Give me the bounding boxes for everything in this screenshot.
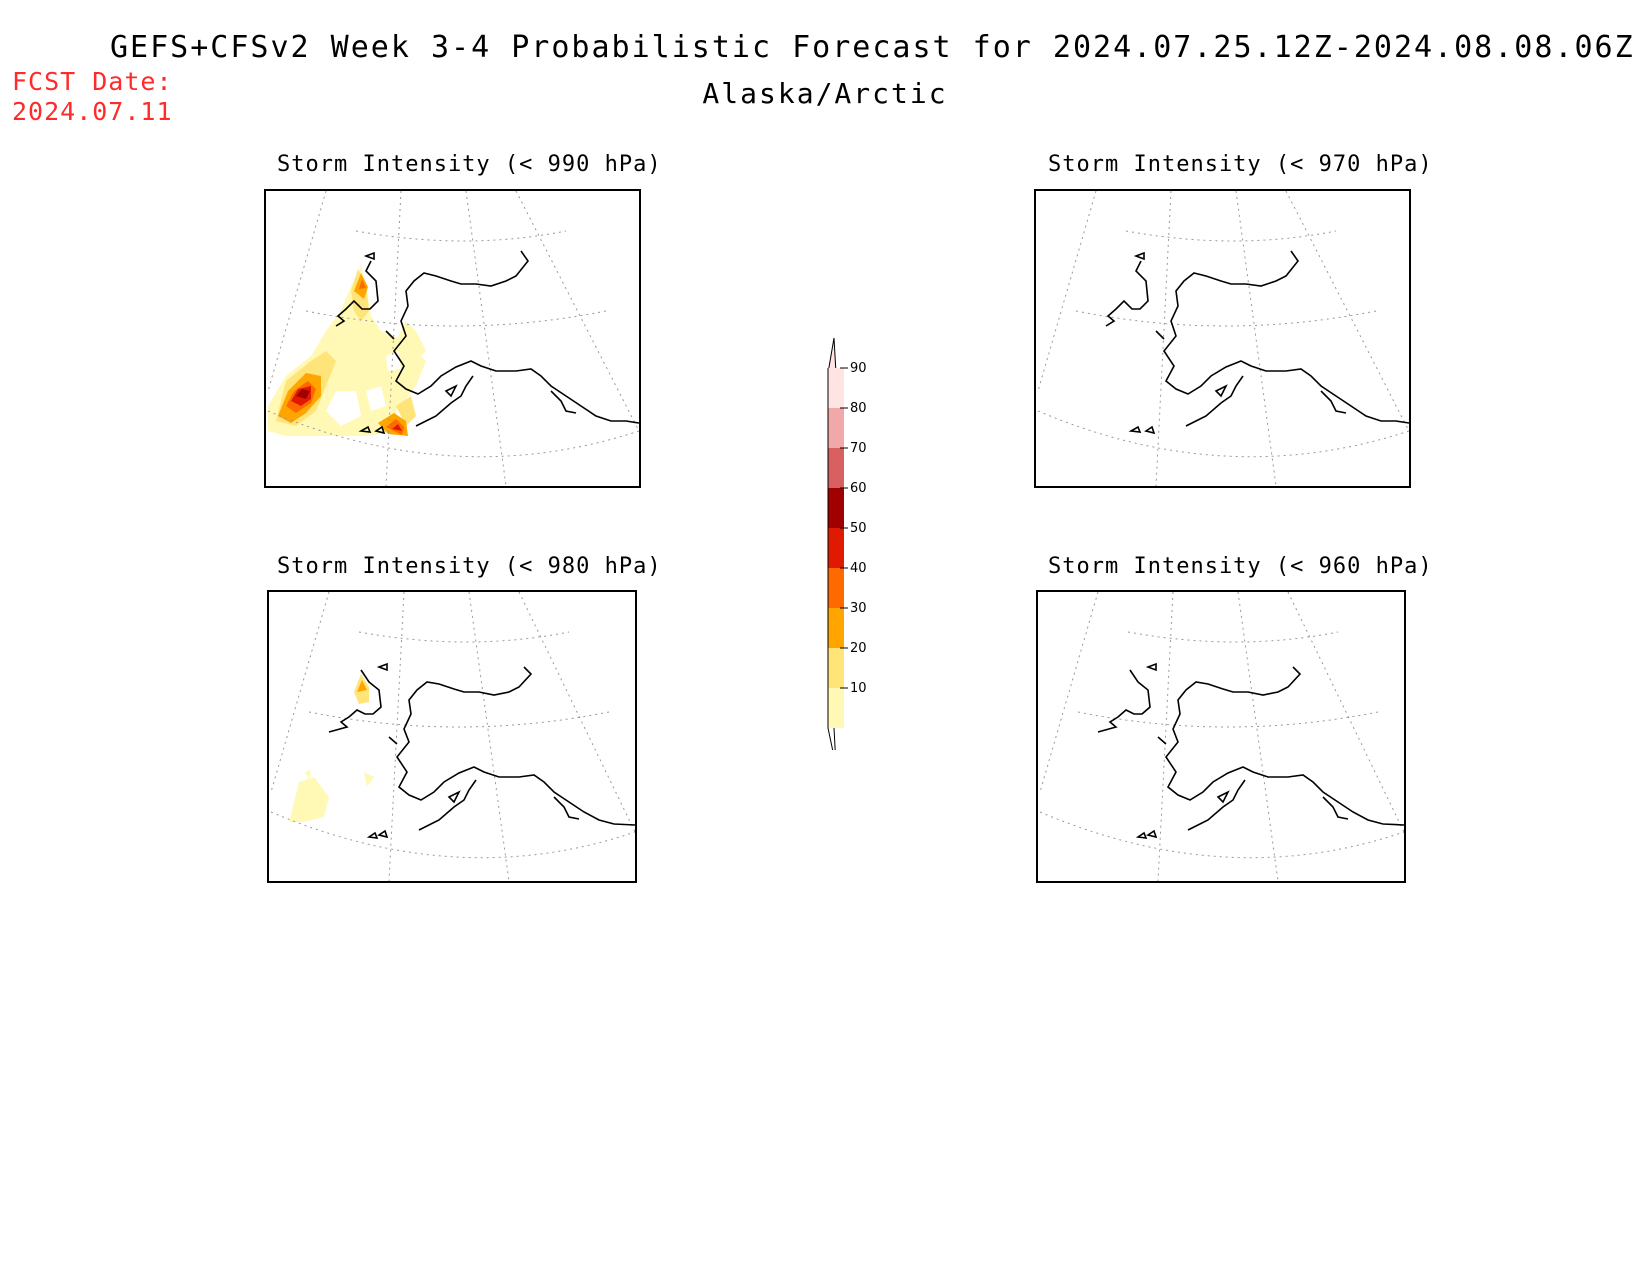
colorbar-label-40: 40 [850,561,867,576]
colorbar-label-50: 50 [850,521,867,536]
coastline [1097,662,1404,839]
colorbar-label-70: 70 [850,441,867,456]
colorbar-box-6 [828,448,844,488]
main-title: GEFS+CFSv2 Week 3-4 Probabilistic Foreca… [110,30,1635,65]
graticule [270,592,635,881]
map-panel-980 [267,590,637,883]
colorbar-label-10: 10 [850,681,867,696]
forecast-date-label: FCST Date: [12,67,173,96]
coastline [328,662,635,839]
panel-title-970: Storm Intensity (< 970 hPa) [1048,152,1433,177]
graticule [1039,592,1404,881]
colorbar-bottom-triangle [827,727,837,767]
colorbar-label-20: 20 [850,641,867,656]
colorbar-label-60: 60 [850,481,867,496]
map-990-svg [267,191,639,486]
map-980-svg [270,592,635,881]
colorbar-label-80: 80 [850,401,867,416]
colorbar-box-3 [828,568,844,608]
probability-shading [268,266,426,436]
region-label: Alaska/Arctic [702,77,948,110]
colorbar: 10 20 30 40 50 60 70 80 90 [820,330,880,767]
probability-shading [289,674,374,822]
colorbar-label-30: 30 [850,601,867,616]
panel-title-960: Storm Intensity (< 960 hPa) [1048,554,1433,579]
map-panel-970 [1034,189,1411,488]
colorbar-top-triangle [827,337,837,374]
colorbar-box-2 [828,608,844,648]
colorbar-box-1 [828,648,844,688]
coastline [335,250,639,435]
colorbar-svg: 10 20 30 40 50 60 70 80 90 [827,337,867,767]
map-panel-990 [264,189,641,488]
colorbar-box-4 [828,528,844,568]
map-970-svg [1037,191,1409,486]
graticule [267,191,639,486]
map-960-svg [1039,592,1404,881]
forecast-date-block: FCST Date: 2024.07.11 [12,67,173,127]
colorbar-box-5 [828,488,844,528]
panel-title-990: Storm Intensity (< 990 hPa) [277,152,662,177]
colorbar-box-7 [828,408,844,448]
colorbar-box-0 [828,688,844,728]
panel-title-980: Storm Intensity (< 980 hPa) [277,554,662,579]
colorbar-box-8 [828,368,844,408]
forecast-date-value: 2024.07.11 [12,97,173,126]
graticule [1037,191,1409,486]
colorbar-label-90: 90 [850,361,867,376]
region-subtitle: Alaska/Arctic [0,77,1650,110]
map-panel-960 [1036,590,1406,883]
coastline [1105,250,1409,435]
